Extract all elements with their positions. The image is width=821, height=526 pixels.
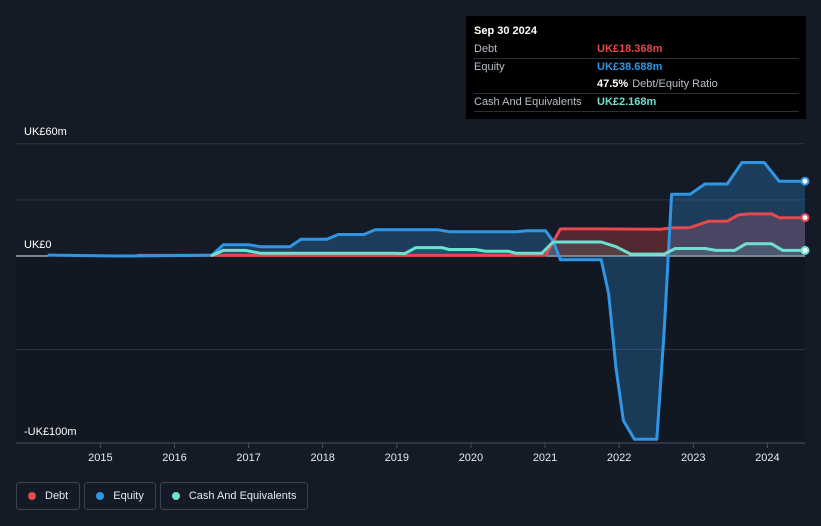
x-tick-label: 2018	[310, 452, 334, 464]
chart-end-markers	[800, 176, 810, 255]
tooltip-value-debt: UK£18.368m	[597, 43, 663, 55]
legend-dot-icon	[171, 492, 180, 500]
x-tick-label: 2021	[533, 452, 557, 464]
end-marker-cash-and-equivalents	[800, 245, 810, 255]
y-tick-label-top: UK£60m	[24, 126, 67, 138]
area-debt	[137, 213, 805, 256]
x-tick-label: 2023	[681, 452, 705, 464]
x-tick-label: 2015	[88, 452, 112, 464]
area-equity	[49, 162, 805, 440]
chart-gridlines	[16, 143, 805, 444]
y-tick-label-zero: UK£0	[24, 239, 52, 251]
tooltip-row-ratio: 47.5% Debt/Equity Ratio	[474, 76, 799, 94]
chart-lines	[47, 161, 807, 441]
line-cash-and-equivalents	[210, 240, 807, 257]
x-tick-label: 2024	[755, 452, 779, 464]
x-tick-label: 2019	[385, 452, 409, 464]
chart-legend: Debt Equity Cash And Equivalents	[16, 482, 312, 510]
x-axis: 2015 2016 2017 2018 2019 2020 2021 2022 2023 2024	[88, 443, 780, 464]
y-tick-label-bottom: -UK£100m	[24, 426, 77, 438]
legend-label: Cash And Equivalents	[188, 490, 297, 502]
end-marker-debt	[800, 213, 810, 223]
x-tick-label: 2020	[459, 452, 483, 464]
tooltip-row-debt: Debt UK£18.368m	[474, 41, 799, 59]
x-tick-label: 2022	[607, 452, 631, 464]
tooltip-row-cash: Cash And Equivalents UK£2.168m	[474, 94, 799, 112]
x-tick-label: 2017	[236, 452, 260, 464]
tooltip-label: Debt	[474, 43, 498, 55]
legend-item-debt[interactable]: Debt	[16, 482, 81, 510]
end-marker-equity	[800, 176, 810, 186]
legend-item-equity[interactable]: Equity	[84, 482, 156, 510]
tooltip-date: Sep 30 2024	[474, 25, 537, 37]
tooltip-label: Cash And Equivalents	[474, 96, 582, 108]
line-equity	[47, 161, 807, 441]
tooltip-label: Equity	[474, 61, 505, 73]
tooltip-row-equity: Equity UK£38.688m	[474, 59, 799, 76]
legend-dot-icon	[96, 492, 105, 500]
legend-label: Debt	[45, 490, 69, 502]
tooltip-panel: Sep 30 2024 Debt UK£18.368m Equity UK£38…	[466, 16, 806, 119]
legend-dot-icon	[28, 492, 36, 500]
tooltip-label	[474, 76, 597, 93]
tooltip-value-ratio: 47.5%	[597, 78, 629, 90]
tooltip-ratio-label: Debt/Equity Ratio	[632, 78, 718, 90]
tooltip-value-cash: UK£2.168m	[597, 96, 657, 108]
line-debt	[136, 212, 807, 257]
legend-label: Equity	[113, 490, 144, 502]
legend-item-cash[interactable]: Cash And Equivalents	[159, 482, 309, 510]
tooltip-value-equity: UK£38.688m	[597, 61, 663, 73]
x-tick-label: 2016	[162, 452, 186, 464]
